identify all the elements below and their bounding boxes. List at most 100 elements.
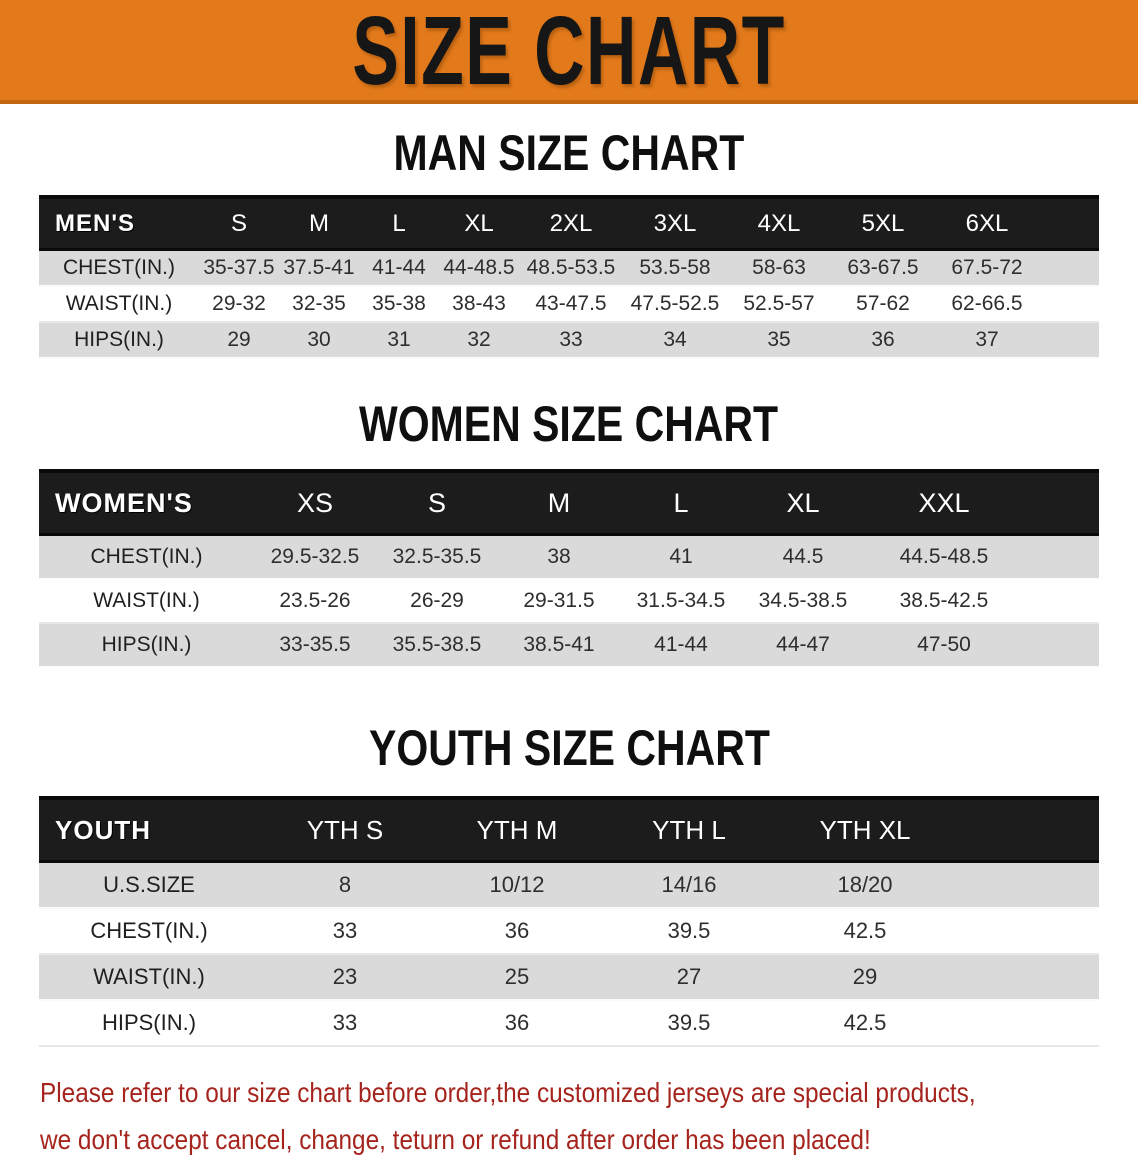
youth-chest-row: CHEST(IN.) 33 36 39.5 42.5 (39, 908, 1099, 955)
row-label: CHEST(IN.) (39, 908, 259, 955)
size-value-cell: 39.5 (603, 1000, 775, 1047)
size-value-cell: 38-43 (439, 286, 519, 323)
size-value-cell: 67.5-72 (935, 249, 1039, 287)
size-value-cell: 53.5-58 (623, 249, 727, 287)
disclaimer-text: Please refer to our size chart before or… (40, 1077, 1138, 1156)
youth-table-header-row: YOUTH YTH S YTH M YTH L YTH XL (39, 796, 1099, 863)
youth-heading-text: YOUTH SIZE CHART (368, 720, 770, 776)
disclaimer-line-2: we don't accept cancel, change, teturn o… (40, 1124, 871, 1156)
men-heading-text: MAN SIZE CHART (393, 125, 745, 181)
women-corner-label: WOMEN'S (39, 469, 254, 536)
women-table-header-row: WOMEN'S XS S M L XL XXL (39, 469, 1099, 536)
size-value-cell: 29.5-32.5 (254, 534, 376, 580)
women-section-heading: WOMEN SIZE CHART (0, 399, 1138, 449)
size-value-cell: 25 (431, 954, 603, 1001)
size-value-cell: 43-47.5 (519, 286, 623, 323)
row-label: WAIST(IN.) (39, 954, 259, 1001)
men-section-heading: MAN SIZE CHART (0, 128, 1138, 178)
size-value-cell: 38.5-42.5 (864, 579, 1024, 624)
women-chest-row: CHEST(IN.) 29.5-32.5 32.5-35.5 38 41 44.… (39, 534, 1099, 580)
youth-size-header: YTH M (431, 796, 603, 863)
spacer-cell (1039, 249, 1099, 287)
spacer-cell (955, 861, 1099, 909)
size-value-cell: 44.5 (742, 534, 864, 580)
youth-hips-row: HIPS(IN.) 33 36 39.5 42.5 (39, 1000, 1099, 1047)
men-size-header: L (359, 195, 439, 251)
size-value-cell: 31.5-34.5 (620, 579, 742, 624)
size-value-cell: 38.5-41 (498, 623, 620, 668)
size-value-cell: 33 (259, 1000, 431, 1047)
size-value-cell: 34 (623, 322, 727, 359)
women-size-header: XL (742, 469, 864, 536)
size-value-cell: 44.5-48.5 (864, 534, 1024, 580)
size-value-cell: 29 (199, 322, 279, 359)
size-value-cell: 36 (431, 908, 603, 955)
size-value-cell: 32-35 (279, 286, 359, 323)
women-waist-row: WAIST(IN.) 23.5-26 26-29 29-31.5 31.5-34… (39, 579, 1099, 624)
spacer-cell (955, 1000, 1099, 1047)
size-value-cell: 41-44 (620, 623, 742, 668)
size-value-cell: 29-31.5 (498, 579, 620, 624)
row-label: CHEST(IN.) (39, 534, 254, 580)
men-size-header: 6XL (935, 195, 1039, 251)
size-value-cell: 35 (727, 322, 831, 359)
men-size-header: M (279, 195, 359, 251)
spacer-cell (1024, 579, 1099, 624)
size-value-cell: 26-29 (376, 579, 498, 624)
size-value-cell: 23.5-26 (254, 579, 376, 624)
men-size-header: 4XL (727, 195, 831, 251)
youth-corner-label: YOUTH (39, 796, 259, 863)
row-label: WAIST(IN.) (39, 286, 199, 323)
women-size-header: XS (254, 469, 376, 536)
spacer-cell (1024, 623, 1099, 668)
men-size-header: XL (439, 195, 519, 251)
size-value-cell: 34.5-38.5 (742, 579, 864, 624)
women-heading-text: WOMEN SIZE CHART (359, 396, 779, 452)
women-size-header: M (498, 469, 620, 536)
size-value-cell: 44-48.5 (439, 249, 519, 287)
men-hips-row: HIPS(IN.) 29 30 31 32 33 34 35 36 37 (39, 322, 1099, 359)
men-table-header-row: MEN'S S M L XL 2XL 3XL 4XL 5XL 6XL (39, 195, 1099, 251)
men-size-table: MEN'S S M L XL 2XL 3XL 4XL 5XL 6XL CHEST… (39, 195, 1099, 359)
spacer-cell (955, 954, 1099, 1001)
size-value-cell: 27 (603, 954, 775, 1001)
spacer-cell (955, 796, 1099, 863)
size-value-cell: 8 (259, 861, 431, 909)
size-value-cell: 32.5-35.5 (376, 534, 498, 580)
row-label: HIPS(IN.) (39, 1000, 259, 1047)
size-value-cell: 63-67.5 (831, 249, 935, 287)
women-hips-row: HIPS(IN.) 33-35.5 35.5-38.5 38.5-41 41-4… (39, 623, 1099, 668)
banner-title: SIZE CHART (352, 0, 786, 105)
size-value-cell: 33-35.5 (254, 623, 376, 668)
spacer-cell (1039, 322, 1099, 359)
youth-size-header: YTH S (259, 796, 431, 863)
size-value-cell: 31 (359, 322, 439, 359)
size-value-cell: 36 (831, 322, 935, 359)
men-corner-label: MEN'S (39, 195, 199, 251)
size-value-cell: 37.5-41 (279, 249, 359, 287)
size-value-cell: 33 (259, 908, 431, 955)
women-size-header: XXL (864, 469, 1024, 536)
size-value-cell: 18/20 (775, 861, 955, 909)
size-value-cell: 41-44 (359, 249, 439, 287)
size-value-cell: 42.5 (775, 1000, 955, 1047)
size-value-cell: 30 (279, 322, 359, 359)
size-value-cell: 44-47 (742, 623, 864, 668)
size-value-cell: 62-66.5 (935, 286, 1039, 323)
size-value-cell: 47-50 (864, 623, 1024, 668)
size-chart-banner: SIZE CHART (0, 0, 1138, 104)
men-chest-row: CHEST(IN.) 35-37.5 37.5-41 41-44 44-48.5… (39, 249, 1099, 287)
size-value-cell: 48.5-53.5 (519, 249, 623, 287)
size-value-cell: 39.5 (603, 908, 775, 955)
size-value-cell: 42.5 (775, 908, 955, 955)
size-value-cell: 10/12 (431, 861, 603, 909)
men-size-header: S (199, 195, 279, 251)
size-value-cell: 33 (519, 322, 623, 359)
size-value-cell: 38 (498, 534, 620, 580)
men-size-header: 5XL (831, 195, 935, 251)
size-value-cell: 14/16 (603, 861, 775, 909)
youth-ussize-row: U.S.SIZE 8 10/12 14/16 18/20 (39, 861, 1099, 909)
women-size-table: WOMEN'S XS S M L XL XXL CHEST(IN.) 29.5-… (39, 469, 1099, 668)
youth-section-heading: YOUTH SIZE CHART (0, 723, 1138, 773)
size-value-cell: 57-62 (831, 286, 935, 323)
